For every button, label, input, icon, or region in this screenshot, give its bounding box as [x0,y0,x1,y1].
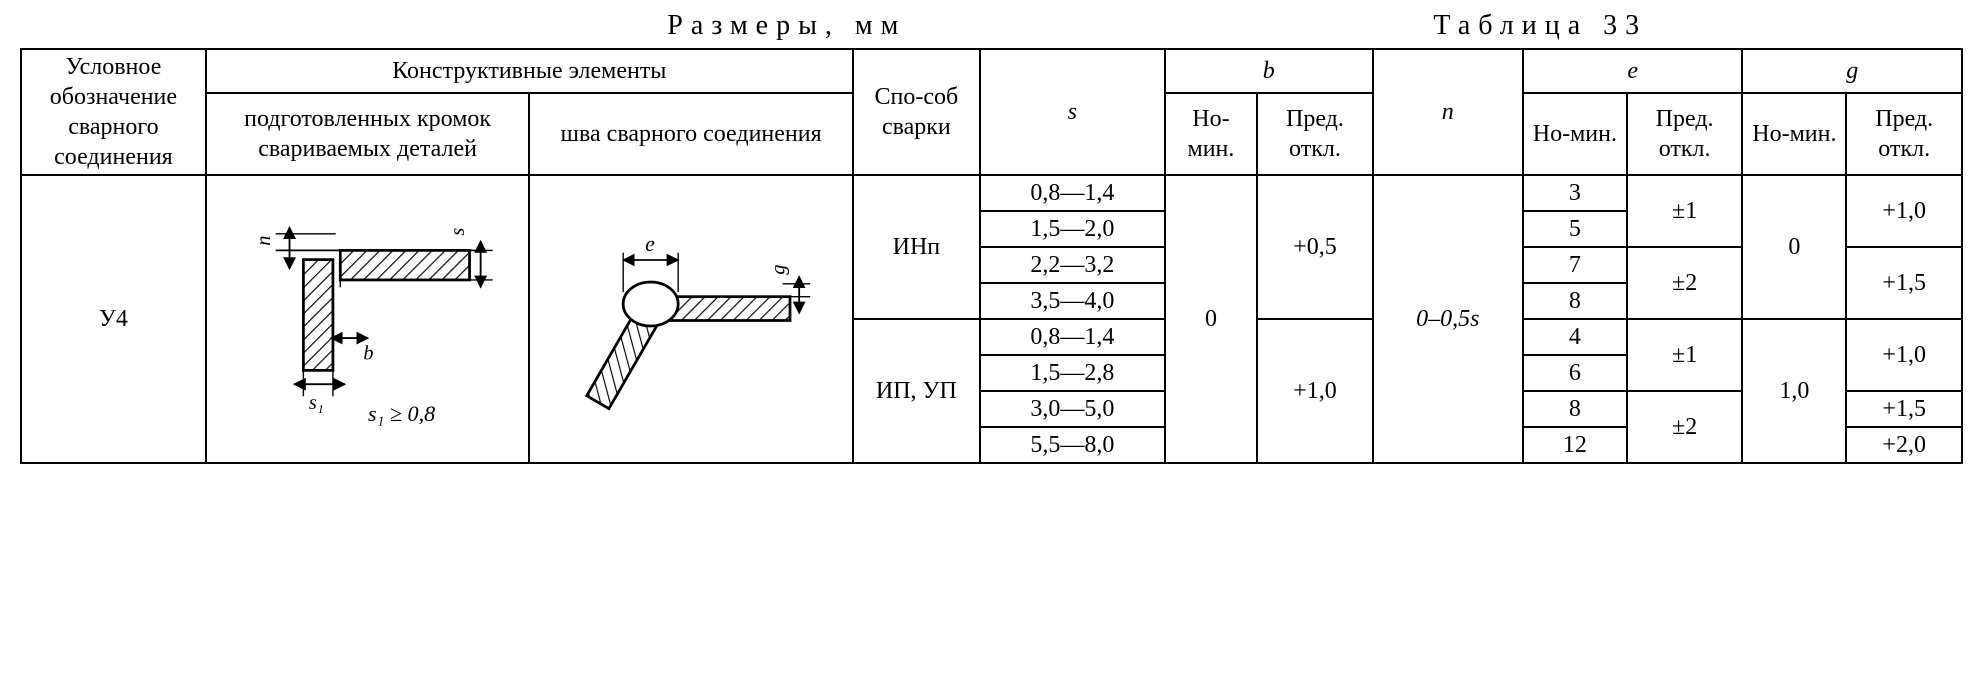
th-e-nom: Но-мин. [1523,93,1627,175]
table-number-label: Таблица 33 [1373,10,1963,42]
diagram1-note: s₁ ≥ 0,8 [368,401,435,426]
cell-method-2: ИП, УП [853,319,980,463]
cell-b-dev-2: +1,0 [1257,319,1373,463]
th-e: e [1523,49,1743,93]
dimensions-label: Размеры, мм [667,10,1373,42]
cell-b-nom: 0 [1165,175,1257,463]
heading-spacer [20,10,667,42]
cell-b-dev-1: +0,5 [1257,175,1373,319]
cell-e-dev: ±2 [1627,391,1743,463]
cell-g-dev: +1,0 [1846,319,1962,391]
cell-e-dev: ±1 [1627,319,1743,391]
th-constructive-sub2: шва сварного соединения [529,93,853,175]
weld-seam-diagram-icon: e g [561,205,821,425]
cell-e-nom: 5 [1523,211,1627,247]
th-g-dev: Пред. откл. [1846,93,1962,175]
cell-s: 3,0—5,0 [980,391,1165,427]
cell-g-dev: +1,5 [1846,247,1962,319]
th-g: g [1742,49,1962,93]
cell-g-dev: +1,5 [1846,391,1962,427]
th-b-nom: Но-мин. [1165,93,1257,175]
cell-g-dev: +1,0 [1846,175,1962,247]
th-s: s [980,49,1165,175]
cell-e-nom: 8 [1523,391,1627,427]
cell-e-nom: 6 [1523,355,1627,391]
cell-e-dev: ±2 [1627,247,1743,319]
cell-g-nom-2: 1,0 [1742,319,1846,463]
page-heading: Размеры, мм Таблица 33 [20,10,1963,42]
th-b: b [1165,49,1373,93]
cell-diagram-2: e g [529,175,853,463]
th-g-nom: Но-мин. [1742,93,1846,175]
cell-e-nom: 7 [1523,247,1627,283]
cell-method-1: ИНп [853,175,980,319]
cell-e-dev: ±1 [1627,175,1743,247]
cell-g-dev: +2,0 [1846,427,1962,463]
cell-s: 1,5—2,0 [980,211,1165,247]
label-s1: s₁ [309,392,324,414]
cell-e-nom: 4 [1523,319,1627,355]
th-constructive-sub1: подготовленных кромок свариваемых детале… [206,93,529,175]
cell-n: 0–0,5s [1373,175,1523,463]
cell-designation: У4 [21,175,206,463]
cell-s: 2,2—3,2 [980,247,1165,283]
specification-table: Условное обозначение сварного соединения… [20,48,1963,464]
th-constructive: Конструктивные элементы [206,49,853,93]
body-row: У4 n [21,175,1962,211]
cell-e-nom: 8 [1523,283,1627,319]
label-b: b [363,342,373,364]
label-n: n [253,236,275,246]
label-s: s [447,228,469,236]
th-n: n [1373,49,1523,175]
cell-s: 3,5—4,0 [980,283,1165,319]
cell-e-nom: 3 [1523,175,1627,211]
cell-s: 1,5—2,8 [980,355,1165,391]
cell-diagram-1: n s b s₁ s₁ ≥ 0,8 [206,175,529,463]
cell-s: 0,8—1,4 [980,175,1165,211]
th-b-dev: Пред. откл. [1257,93,1373,175]
header-row-1: Условное обозначение сварного соединения… [21,49,1962,93]
label-e: e [645,231,655,256]
th-e-dev: Пред. откл. [1627,93,1743,175]
label-g: g [768,265,790,275]
th-designation: Условное обозначение сварного соединения [21,49,206,175]
edge-prep-diagram-icon: n s b s₁ s₁ ≥ 0,8 [238,195,498,435]
cell-g-nom-1: 0 [1742,175,1846,319]
th-method: Спо-соб сварки [853,49,980,175]
cell-s: 5,5—8,0 [980,427,1165,463]
cell-s: 0,8—1,4 [980,319,1165,355]
cell-e-nom: 12 [1523,427,1627,463]
